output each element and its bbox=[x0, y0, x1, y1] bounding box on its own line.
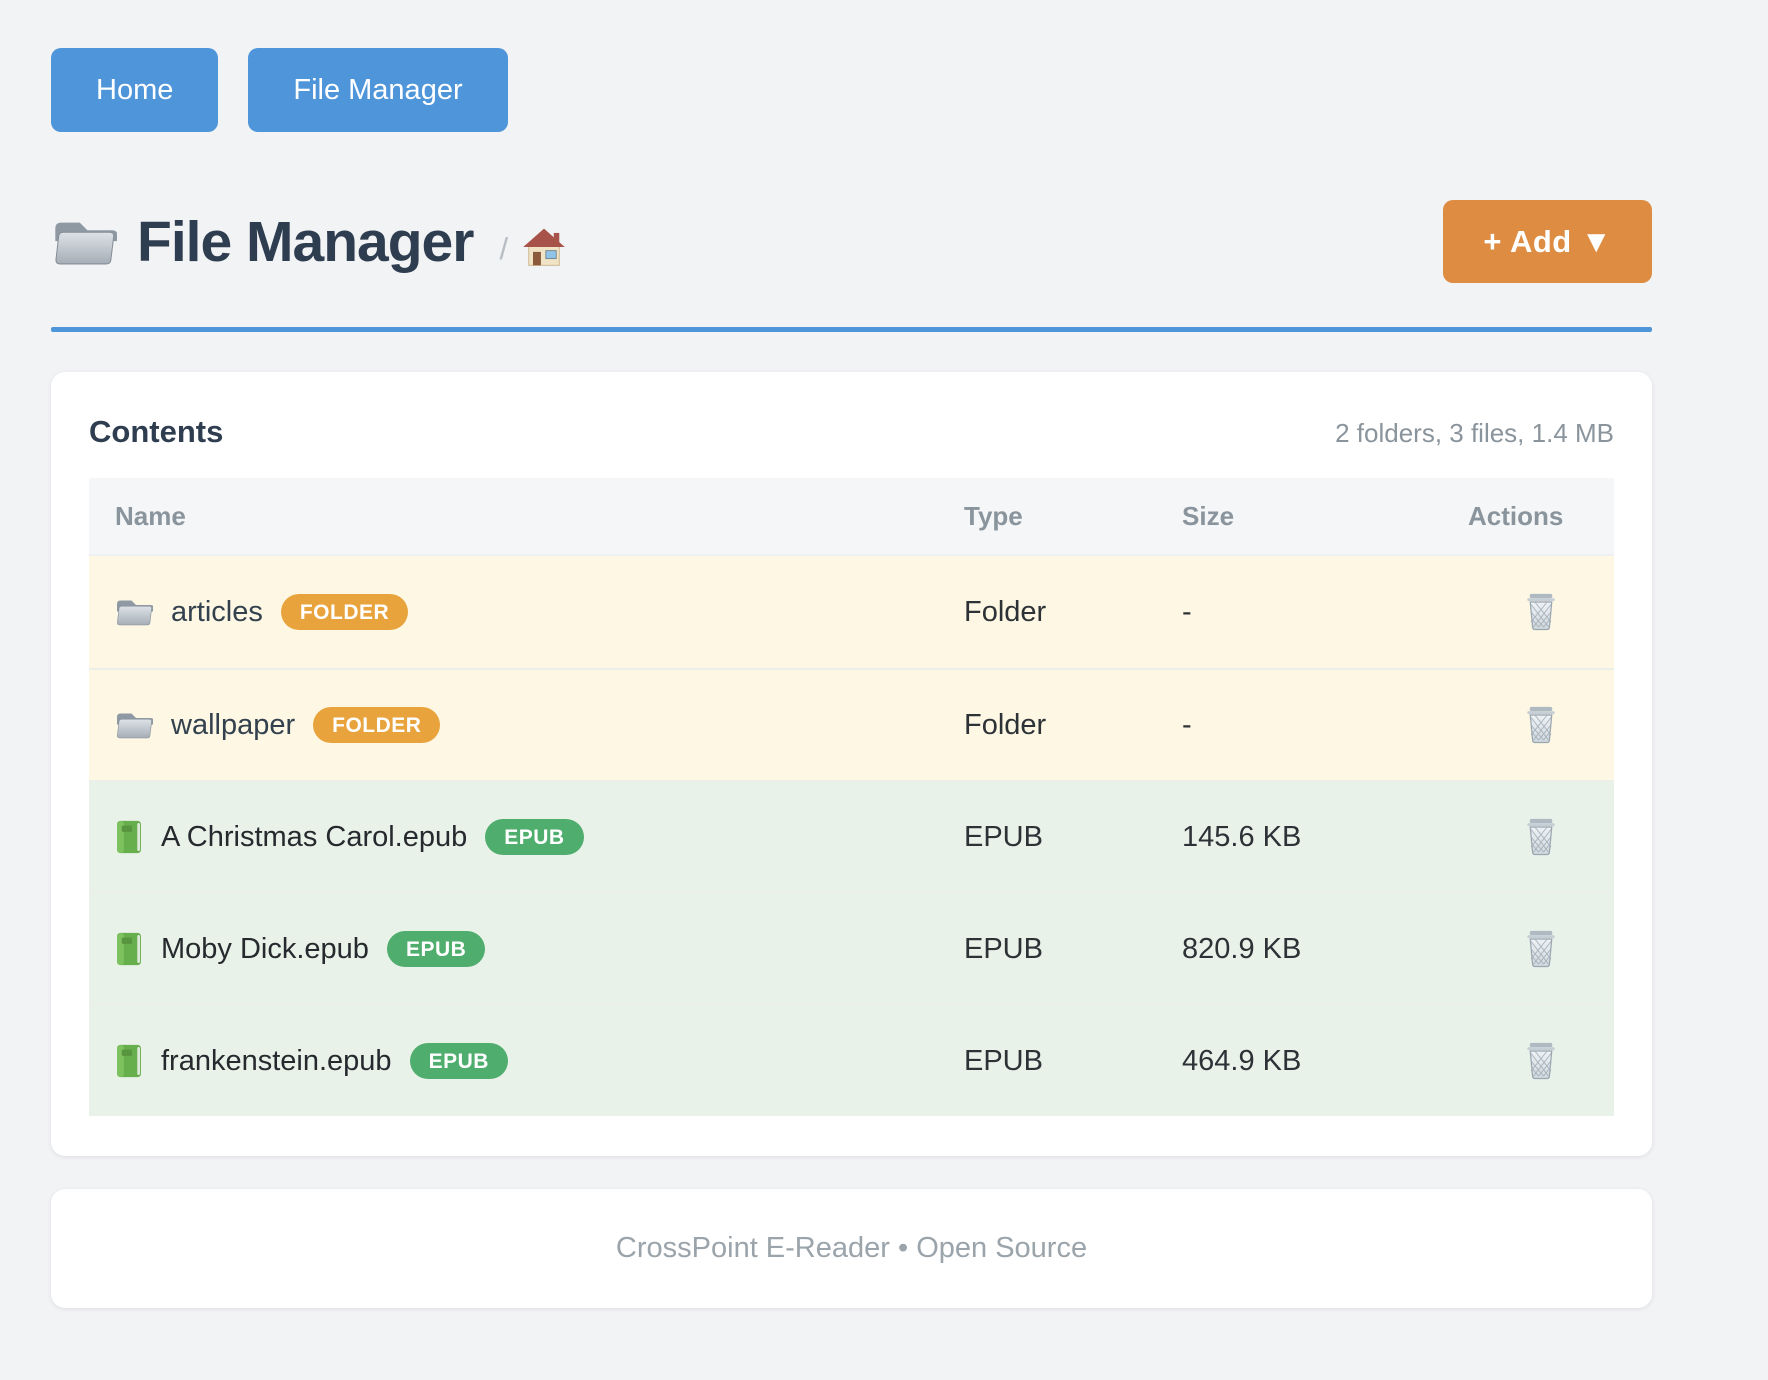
file-size: 820.9 KB bbox=[1182, 932, 1302, 965]
type-badge: FOLDER bbox=[313, 707, 441, 743]
column-header-name: Name bbox=[115, 500, 186, 531]
column-header-size: Size bbox=[1182, 500, 1235, 531]
home-button[interactable]: Home bbox=[51, 48, 219, 132]
breadcrumb-separator: / bbox=[499, 230, 509, 266]
file-manager-button[interactable]: File Manager bbox=[248, 48, 508, 132]
page-header: File Manager / + Add ▼ bbox=[51, 200, 1652, 283]
trash-icon bbox=[1524, 705, 1558, 745]
type-badge: EPUB bbox=[485, 819, 584, 855]
table-header-row: Name Type Size Actions bbox=[89, 478, 1614, 556]
trash-icon bbox=[1524, 929, 1558, 969]
file-size: 145.6 KB bbox=[1182, 820, 1302, 853]
file-name: frankenstein.epub bbox=[161, 1044, 392, 1077]
file-table: Name Type Size Actions articles FOLDER F… bbox=[89, 478, 1614, 1116]
trash-icon bbox=[1524, 817, 1558, 857]
folder-icon bbox=[115, 709, 155, 741]
add-button[interactable]: + Add ▼ bbox=[1443, 200, 1652, 283]
table-row[interactable]: frankenstein.epub EPUB EPUB 464.9 KB bbox=[89, 1004, 1614, 1116]
file-type: EPUB bbox=[964, 1044, 1043, 1077]
column-header-actions: Actions bbox=[1468, 500, 1564, 531]
delete-button[interactable] bbox=[1520, 813, 1562, 861]
delete-button[interactable] bbox=[1520, 1037, 1562, 1085]
file-size: - bbox=[1182, 595, 1192, 628]
delete-button[interactable] bbox=[1520, 588, 1562, 636]
file-type: EPUB bbox=[964, 820, 1043, 853]
contents-summary: 2 folders, 3 files, 1.4 MB bbox=[1335, 418, 1614, 448]
contents-card: Contents 2 folders, 3 files, 1.4 MB Name… bbox=[51, 372, 1652, 1156]
type-badge: EPUB bbox=[409, 1043, 508, 1079]
footer-card: CrossPoint E-Reader • Open Source bbox=[51, 1189, 1652, 1308]
column-header-type: Type bbox=[964, 500, 1023, 531]
table-row[interactable]: articles FOLDER Folder - bbox=[89, 556, 1614, 668]
file-name: A Christmas Carol.epub bbox=[161, 820, 468, 853]
file-type: Folder bbox=[964, 595, 1047, 628]
file-manager-page: Home File Manager File Manager / + Add ▼… bbox=[51, 0, 1652, 1308]
house-icon[interactable] bbox=[522, 226, 566, 268]
file-name: wallpaper bbox=[171, 708, 296, 741]
contents-heading: Contents bbox=[89, 414, 224, 449]
type-badge: FOLDER bbox=[280, 594, 409, 630]
table-row[interactable]: A Christmas Carol.epub EPUB EPUB 145.6 K… bbox=[89, 780, 1614, 892]
footer-text: CrossPoint E-Reader • Open Source bbox=[615, 1232, 1088, 1264]
file-type: Folder bbox=[964, 708, 1047, 741]
title-group: File Manager / bbox=[51, 209, 566, 275]
folder-icon bbox=[115, 596, 155, 628]
green-book-icon bbox=[115, 819, 143, 855]
delete-button[interactable] bbox=[1520, 701, 1562, 749]
delete-button[interactable] bbox=[1520, 925, 1562, 973]
table-row[interactable]: Moby Dick.epub EPUB EPUB 820.9 KB bbox=[89, 892, 1614, 1004]
table-row[interactable]: wallpaper FOLDER Folder - bbox=[89, 668, 1614, 780]
file-size: 464.9 KB bbox=[1182, 1044, 1302, 1077]
accent-divider bbox=[51, 327, 1652, 332]
trash-icon bbox=[1524, 592, 1558, 632]
file-type: EPUB bbox=[964, 932, 1043, 965]
page-title: File Manager bbox=[137, 209, 474, 274]
green-book-icon bbox=[115, 931, 143, 967]
file-size: - bbox=[1182, 708, 1192, 741]
type-badge: EPUB bbox=[386, 931, 486, 967]
top-nav: Home File Manager bbox=[51, 48, 1652, 132]
folder-icon bbox=[51, 215, 119, 269]
file-name: Moby Dick.epub bbox=[161, 932, 369, 965]
trash-icon bbox=[1524, 1041, 1558, 1081]
file-name: articles bbox=[171, 595, 263, 628]
contents-card-header: Contents 2 folders, 3 files, 1.4 MB bbox=[89, 414, 1614, 450]
green-book-icon bbox=[115, 1043, 143, 1079]
